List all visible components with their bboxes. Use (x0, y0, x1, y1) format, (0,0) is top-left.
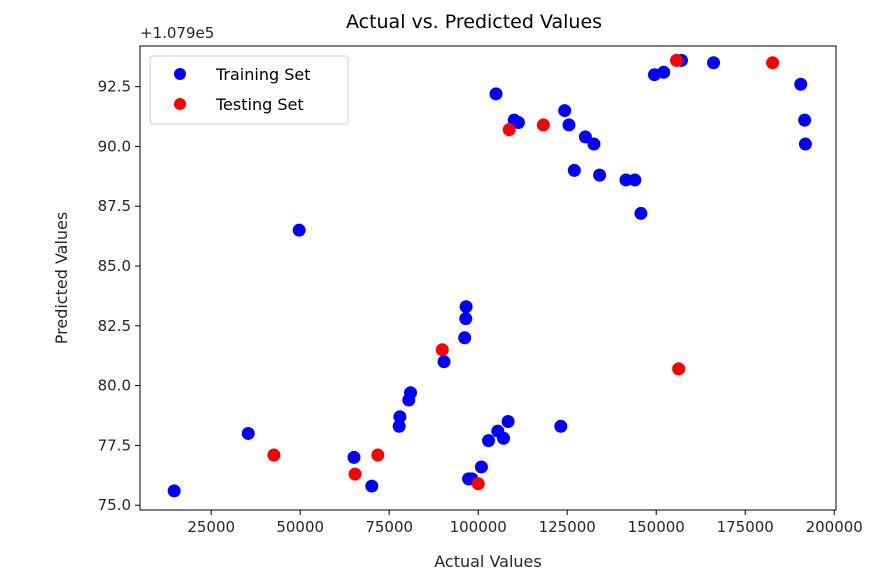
testing-point (371, 448, 385, 462)
y-axis-title: Predicted Values (52, 212, 71, 344)
training-point (562, 118, 576, 132)
testing-point (267, 448, 281, 462)
series-testing-set (267, 53, 780, 491)
training-point (241, 426, 255, 440)
training-point (437, 355, 451, 369)
y-tick-label: 77.5 (98, 436, 131, 454)
y-tick-label: 87.5 (98, 197, 131, 215)
training-point (628, 173, 642, 187)
training-point (365, 479, 379, 493)
training-point (474, 460, 488, 474)
training-point (292, 223, 306, 237)
legend-label-training: Training Set (215, 65, 311, 84)
training-point (501, 415, 515, 429)
legend-label-testing: Testing Set (215, 95, 304, 114)
training-point (482, 434, 496, 448)
training-point (798, 113, 812, 127)
testing-point (672, 362, 686, 376)
testing-point (471, 477, 485, 491)
x-tick-label: 75000 (365, 518, 413, 536)
testing-point (348, 467, 362, 481)
training-point (459, 300, 473, 314)
training-point (567, 163, 581, 177)
points-layer (167, 53, 812, 498)
training-point (393, 410, 407, 424)
x-tick-label: 200000 (806, 518, 863, 536)
training-point (167, 484, 181, 498)
x-tick-label: 125000 (539, 518, 596, 536)
x-tick-label: 50000 (276, 518, 324, 536)
training-point (707, 56, 721, 70)
y-axis-ticks: 75.0 77.5 80.0 82.5 85.0 87.5 90.0 92.5 (98, 78, 140, 514)
x-axis-ticks: 25000 50000 75000 100000 125000 150000 175000 2… (187, 510, 863, 536)
legend-box (149, 55, 349, 125)
x-tick-label: 150000 (628, 518, 685, 536)
training-point (634, 206, 648, 220)
training-point (458, 331, 472, 345)
training-point (496, 431, 510, 445)
testing-point (435, 343, 449, 357)
y-tick-label: 82.5 (98, 317, 131, 335)
x-axis-title: Actual Values (434, 552, 541, 571)
training-point (347, 450, 361, 464)
chart-title: Actual vs. Predicted Values (346, 11, 602, 33)
training-point (657, 65, 671, 79)
training-point (798, 137, 812, 151)
training-point (554, 419, 568, 433)
y-tick-label: 85.0 (98, 257, 131, 275)
x-tick-label: 100000 (450, 518, 507, 536)
y-tick-label: 75.0 (98, 496, 131, 514)
x-tick-label: 175000 (717, 518, 774, 536)
y-tick-label: 80.0 (98, 377, 131, 395)
testing-point (536, 118, 550, 132)
y-tick-label: 90.0 (98, 137, 131, 155)
testing-point (502, 123, 516, 137)
training-point (404, 386, 418, 400)
training-point (459, 312, 473, 326)
series-training-set (167, 53, 812, 498)
y-tick-label: 92.5 (98, 78, 131, 96)
training-point (392, 419, 406, 433)
plot-frame (139, 45, 837, 511)
training-point (578, 130, 592, 144)
training-point (619, 173, 633, 187)
training-point (593, 168, 607, 182)
x-tick-label: 25000 (187, 518, 235, 536)
legend: Training Set Testing Set (149, 55, 349, 125)
training-point (489, 87, 503, 101)
training-point (558, 104, 572, 118)
legend-marker-training (174, 68, 186, 80)
y-offset-label: +1.079e5 (140, 24, 214, 42)
training-point (511, 116, 525, 130)
testing-point (670, 53, 684, 67)
testing-point (766, 56, 780, 70)
legend-marker-testing (174, 98, 186, 110)
training-point (794, 77, 808, 91)
training-point (587, 137, 601, 151)
